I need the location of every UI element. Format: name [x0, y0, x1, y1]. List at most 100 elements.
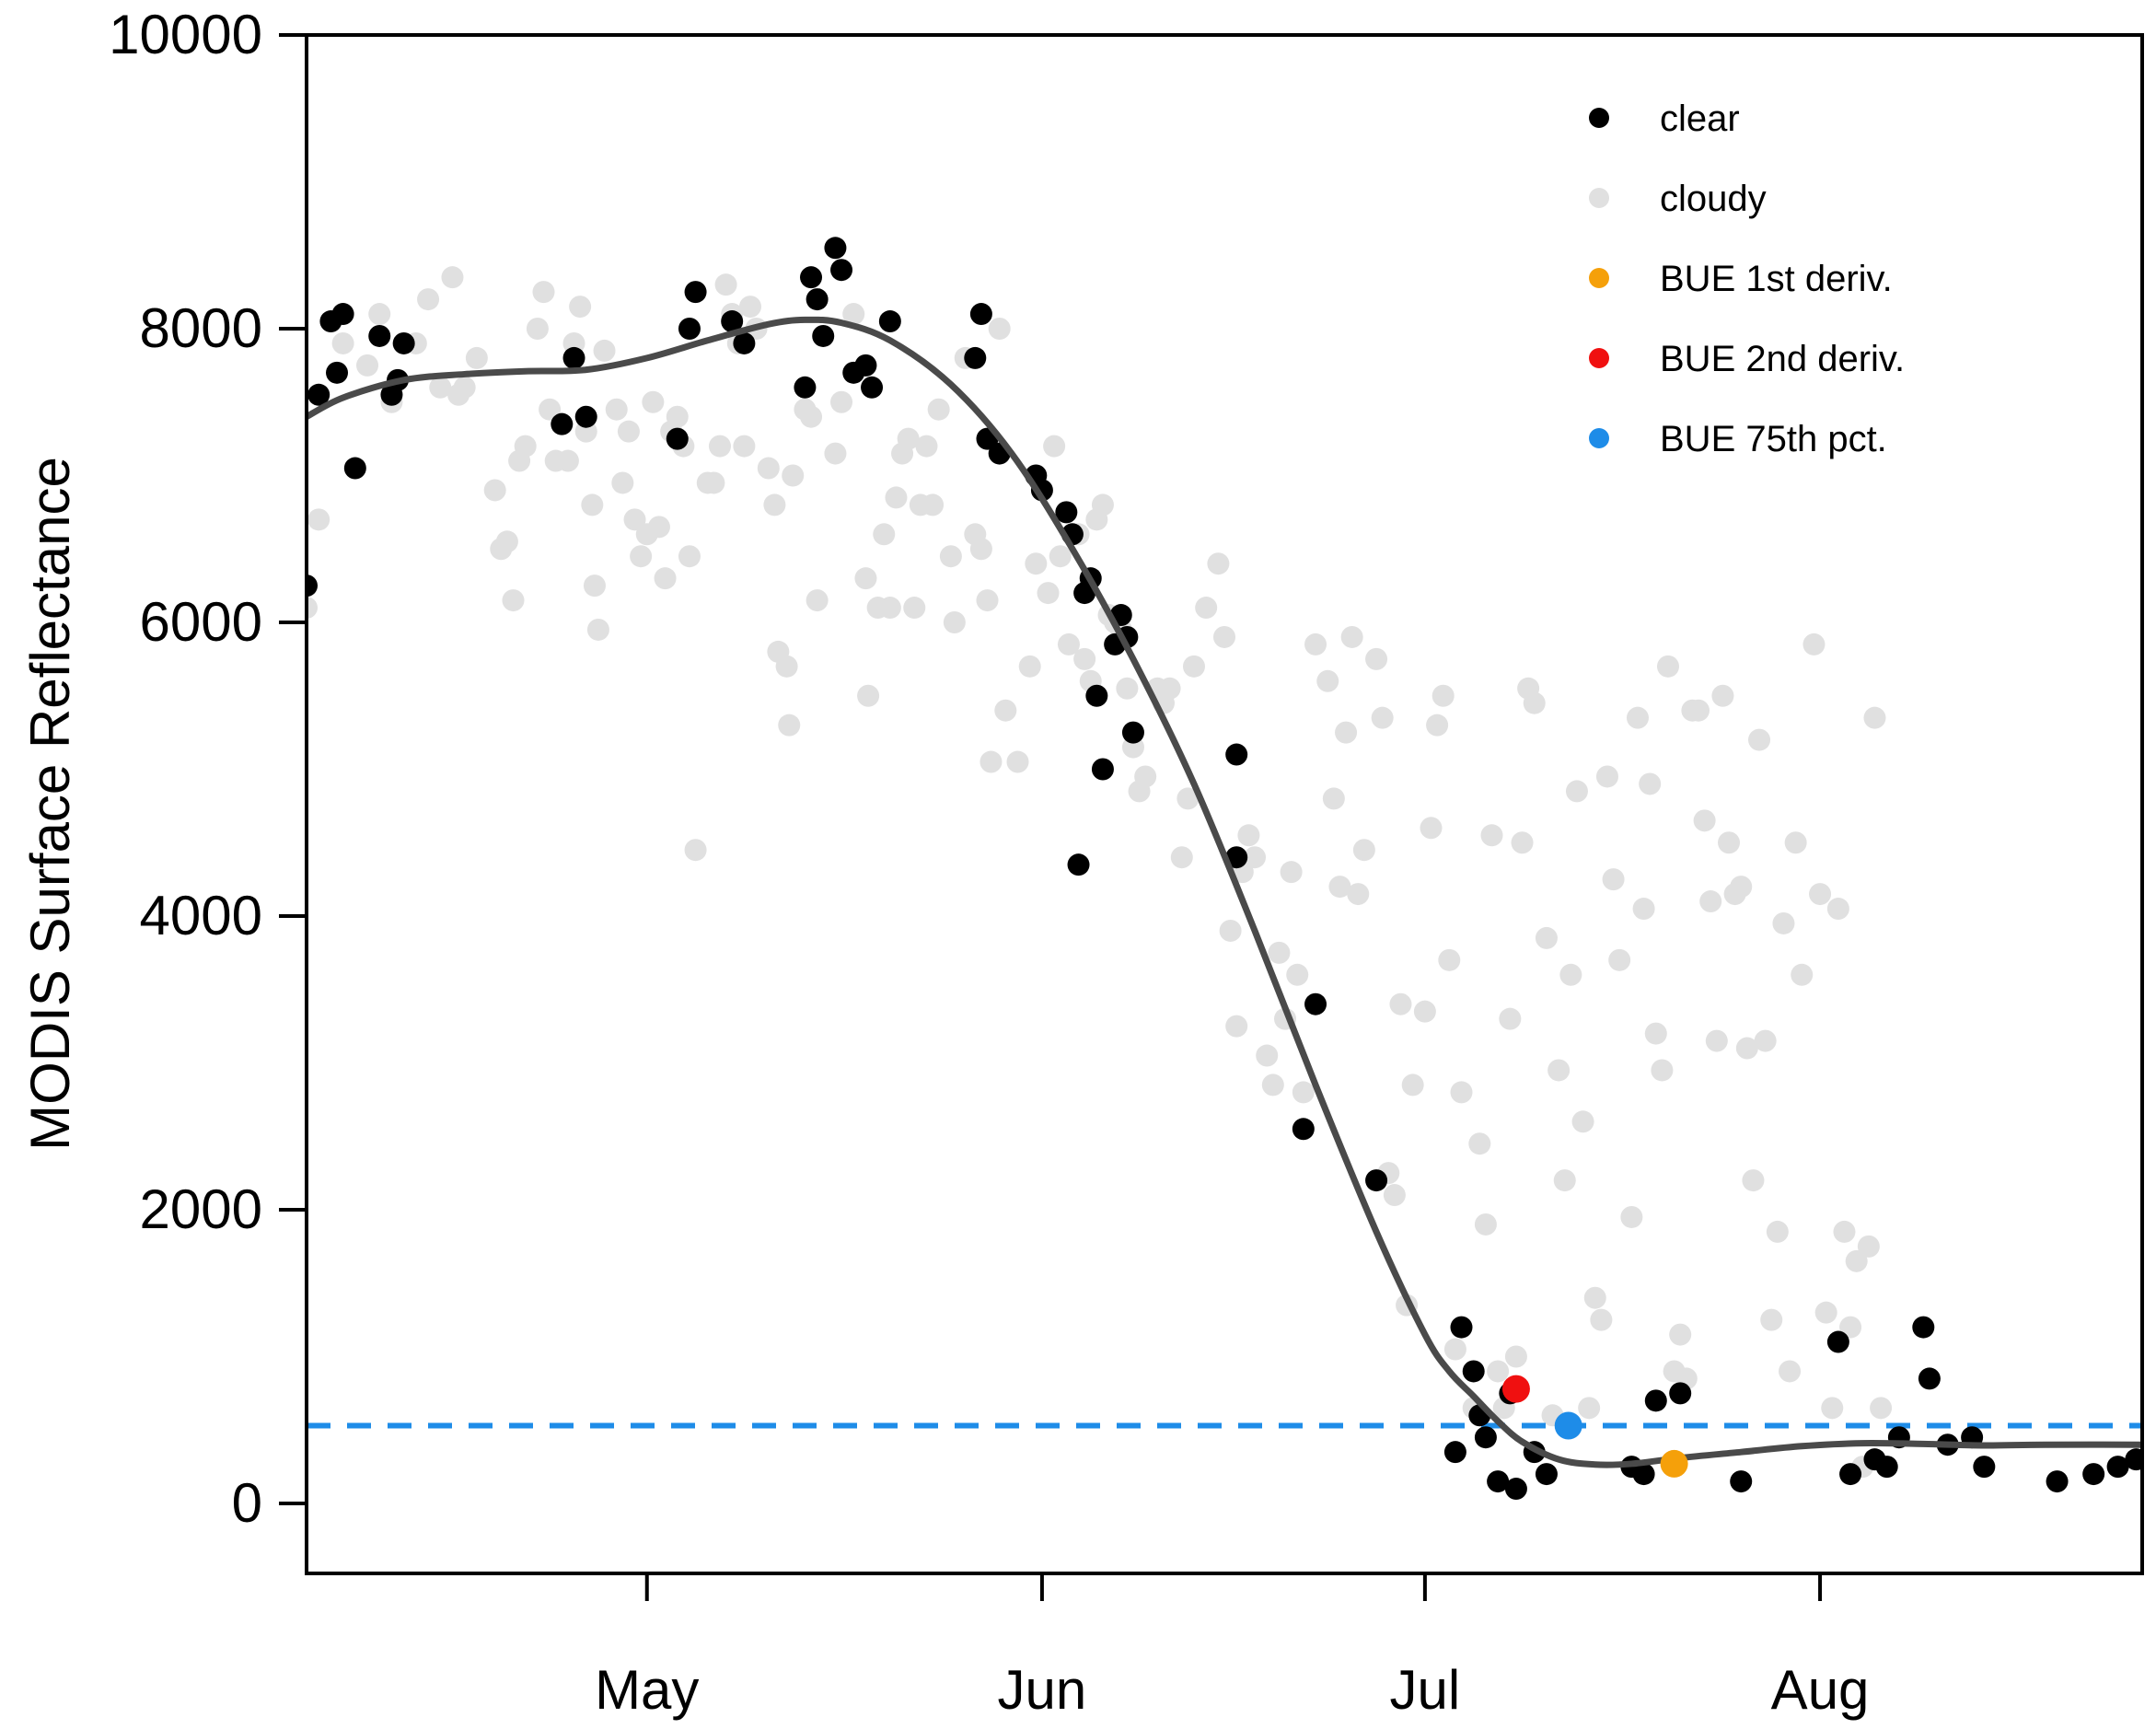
- clear-point: [969, 303, 992, 326]
- cloudy-point: [441, 266, 464, 289]
- clear-point: [1839, 1463, 1862, 1486]
- cloudy-point: [1766, 1220, 1789, 1243]
- cloudy-point: [502, 589, 525, 612]
- cloudy-point: [1328, 876, 1351, 899]
- cloudy-point: [1559, 963, 1582, 986]
- y-tick-label: 4000: [140, 885, 262, 946]
- cloudy-point: [1237, 824, 1260, 847]
- x-tick-label: Aug: [1771, 1659, 1870, 1721]
- cloudy-point: [1335, 721, 1358, 744]
- cloudy-point: [915, 435, 938, 458]
- cloudy-point: [738, 296, 761, 319]
- clear-point: [1121, 721, 1144, 744]
- clear-point: [1730, 1470, 1753, 1493]
- clear-point: [1067, 853, 1090, 876]
- cloudy-point: [824, 442, 847, 465]
- legend-marker: [1589, 188, 1609, 208]
- cloudy-point: [757, 457, 780, 480]
- cloudy-point: [1158, 677, 1181, 700]
- cloudy-point: [1511, 831, 1534, 854]
- bue-1st-deriv-marker: [1660, 1449, 1688, 1478]
- cloudy-point: [307, 597, 318, 620]
- clear-point: [806, 288, 829, 311]
- clear-point: [1918, 1367, 1941, 1390]
- cloudy-point: [1699, 890, 1722, 913]
- cloudy-point: [1432, 684, 1455, 707]
- cloudy-point: [775, 655, 798, 678]
- clear-point: [861, 376, 884, 399]
- clear-point: [307, 383, 330, 406]
- cloudy-point: [532, 281, 555, 304]
- clear-point: [824, 237, 847, 260]
- cloudy-point: [1839, 1316, 1862, 1339]
- x-tick-label: Jul: [1390, 1659, 1461, 1721]
- cloudy-point: [1504, 1345, 1527, 1368]
- cloudy-point: [1802, 632, 1826, 656]
- clear-point: [562, 346, 585, 369]
- cloudy-point: [1073, 647, 1096, 670]
- clear-point: [1973, 1456, 1996, 1479]
- cloudy-point: [1535, 926, 1558, 949]
- clear-point: [1304, 992, 1327, 1015]
- legend-marker: [1589, 428, 1609, 448]
- cloudy-point: [1371, 706, 1394, 729]
- cloudy-point: [1693, 809, 1716, 832]
- cloudy-point: [647, 516, 670, 539]
- cloudy-point: [939, 545, 962, 568]
- cloudy-point: [702, 471, 725, 494]
- clear-point: [721, 310, 744, 333]
- cloudy-point: [1857, 1235, 1880, 1258]
- cloudy-point: [1845, 1249, 1868, 1272]
- cloudy-point: [1389, 992, 1412, 1015]
- y-tick-label: 8000: [140, 297, 262, 359]
- clear-point: [878, 310, 901, 333]
- clear-point: [1450, 1316, 1473, 1339]
- cloudy-point: [1213, 625, 1235, 648]
- cloudy-point: [1632, 898, 1655, 921]
- clear-point: [854, 354, 877, 377]
- cloudy-point: [1244, 846, 1267, 869]
- clear-point: [1462, 1360, 1485, 1383]
- cloudy-point: [1443, 1338, 1466, 1361]
- cloudy-point: [1718, 831, 1741, 854]
- cloudy-point: [778, 714, 801, 737]
- cloudy-point: [447, 383, 470, 406]
- cloudy-point: [976, 589, 999, 612]
- cloudy-point: [1791, 963, 1814, 986]
- x-tick-label: Jun: [998, 1659, 1087, 1721]
- cloudy-point: [1784, 831, 1807, 854]
- cloudy-point: [593, 339, 616, 362]
- cloudy-point: [1595, 765, 1618, 788]
- x-tick-label: May: [595, 1659, 699, 1721]
- cloudy-point: [1687, 699, 1710, 722]
- cloudy-point: [969, 538, 992, 561]
- cloudy-point: [1057, 632, 1080, 656]
- cloudy-point: [1225, 1015, 1248, 1038]
- clear-point: [800, 266, 823, 289]
- cloudy-point: [495, 530, 518, 553]
- legend-label: BUE 75th pct.: [1660, 419, 1887, 459]
- cloudy-point: [830, 390, 853, 413]
- clear-point: [1826, 1330, 1849, 1353]
- cloudy-point: [714, 273, 737, 296]
- legend-marker: [1589, 348, 1609, 368]
- cloudy-point: [611, 471, 634, 494]
- cloudy-point: [1049, 545, 1072, 568]
- cloudy-point: [897, 427, 920, 450]
- cloudy-point: [1523, 691, 1546, 714]
- cloudy-point: [1352, 839, 1375, 862]
- axes: 0 2000 4000 6000 8000 10000 May Jun Jul Aug: [109, 4, 1869, 1721]
- cloudy-point: [1735, 1037, 1758, 1060]
- legend-label: BUE 1st deriv.: [1660, 259, 1893, 299]
- cloudy-point: [1116, 677, 1139, 700]
- cloudy-point: [1626, 706, 1649, 729]
- clear-point: [392, 331, 415, 354]
- cloudy-point: [368, 303, 391, 326]
- cloudy-point: [1450, 1081, 1473, 1104]
- y-tick-label: 6000: [140, 591, 262, 653]
- cloudy-point: [569, 296, 592, 319]
- cloudy-point: [1547, 1059, 1571, 1082]
- cloudy-point: [782, 464, 805, 487]
- cloudy-point: [465, 346, 488, 369]
- clear-points: [307, 237, 2142, 1501]
